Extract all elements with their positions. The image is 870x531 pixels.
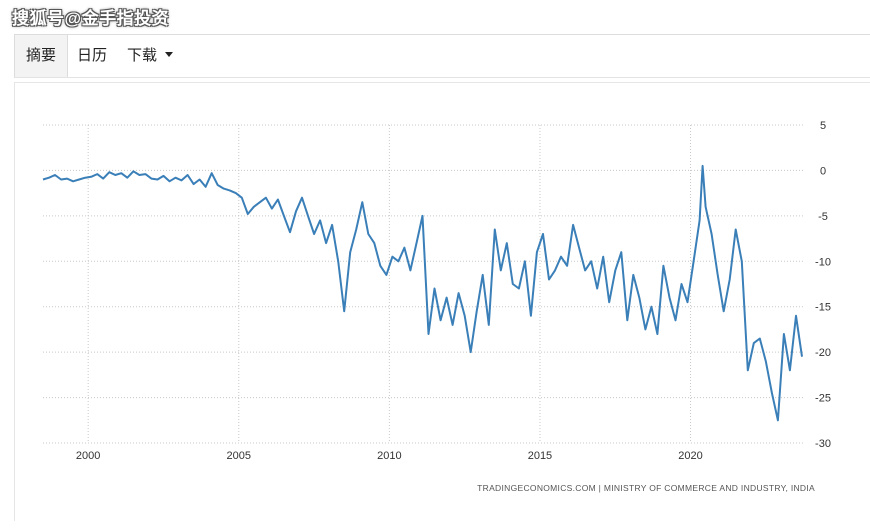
tab-summary[interactable]: 摘要: [14, 35, 69, 77]
y-tick-label: 0: [820, 165, 826, 177]
tab-download[interactable]: 下载: [127, 35, 174, 77]
y-tick-label: -15: [815, 302, 831, 314]
y-tick-label: -30: [815, 438, 831, 450]
y-tick-label: -10: [815, 256, 831, 268]
tab-bar: 摘要 日历 下载: [14, 34, 870, 78]
y-tick-label: -5: [818, 211, 828, 223]
series-line: [42, 164, 803, 422]
trade-balance-chart: 5 0 -5 -10 -15 -20 -25 -30 2000 2005 2010 2015 2020…: [42, 120, 831, 493]
caret-down-icon: [165, 51, 174, 57]
x-tick-label: 2010: [377, 450, 401, 462]
tab-download-label: 下载: [127, 47, 158, 64]
x-tick-label: 2015: [528, 450, 552, 462]
x-axis-ticks: 2000 2005 2010 2015 2020: [76, 450, 703, 462]
x-tick-label: 2020: [678, 450, 702, 462]
watermark-text: 搜狐号@金手指投资: [12, 9, 170, 28]
y-tick-label: 5: [820, 120, 826, 132]
y-tick-label: -20: [815, 347, 831, 359]
tab-calendar-label: 日历: [77, 47, 108, 64]
y-axis-ticks: 5 0 -5 -10 -15 -20 -25 -30: [815, 120, 831, 450]
x-tick-label: 2005: [227, 450, 251, 462]
tab-summary-label: 摘要: [26, 47, 57, 64]
tab-calendar[interactable]: 日历: [77, 35, 107, 77]
chart-panel: 5 0 -5 -10 -15 -20 -25 -30 2000 2005 2010 2015 2020…: [14, 82, 870, 521]
source-label: TRADINGECONOMICS.COM | MINISTRY OF COMME…: [477, 483, 815, 493]
x-tick-label: 2000: [76, 450, 100, 462]
y-tick-label: -25: [815, 393, 831, 405]
